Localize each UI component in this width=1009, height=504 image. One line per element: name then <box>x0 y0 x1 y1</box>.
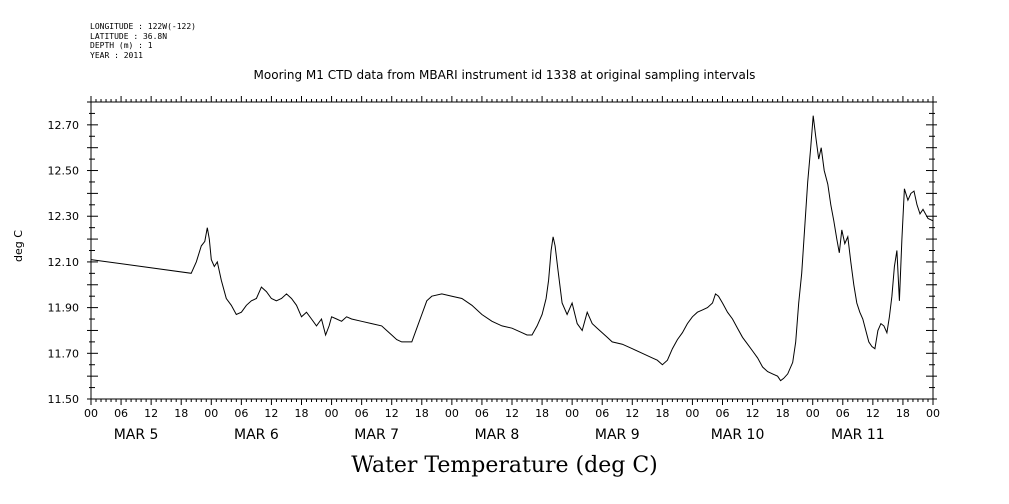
x-day-label: MAR 9 <box>595 427 640 443</box>
x-tick-label: 06 <box>595 407 609 420</box>
x-tick-label: 00 <box>565 407 579 420</box>
x-day-label: MAR 7 <box>354 427 399 443</box>
x-tick-label: 18 <box>295 407 309 420</box>
x-tick-label: 18 <box>415 407 429 420</box>
latitude-text: LATITUDE : 36.8N <box>90 31 168 41</box>
x-tick-label: 06 <box>234 407 248 420</box>
water-temperature-line <box>90 115 934 382</box>
x-day-label: MAR 11 <box>831 427 885 443</box>
y-tick-label: 11.90 <box>48 302 80 315</box>
chart-title: Mooring M1 CTD data from MBARI instrumen… <box>253 68 756 82</box>
x-tick-label: 00 <box>84 407 98 420</box>
x-day-label: MAR 10 <box>711 427 765 443</box>
x-tick-label: 18 <box>174 407 188 420</box>
x-tick-label: 00 <box>685 407 699 420</box>
x-tick-label: 00 <box>806 407 820 420</box>
x-tick-label: 06 <box>355 407 369 420</box>
y-tick-label: 12.70 <box>48 119 80 132</box>
x-tick-label: 06 <box>114 407 128 420</box>
x-tick-label: 12 <box>385 407 399 420</box>
x-tick-label: 06 <box>475 407 489 420</box>
y-tick-label: 12.30 <box>48 210 80 223</box>
axis-tick-labels: 00 06 12 18 00 06 12 18 00 06 12 18 00 06 12 18 00 06 12 18… <box>48 119 941 443</box>
y-tick-label: 12.50 <box>48 165 80 178</box>
x-tick-label: 06 <box>836 407 850 420</box>
x-tick-label: 12 <box>866 407 880 420</box>
x-tick-label: 18 <box>535 407 549 420</box>
x-tick-label: 00 <box>325 407 339 420</box>
x-day-label: MAR 6 <box>234 427 279 443</box>
x-tick-label: 12 <box>505 407 519 420</box>
depth-text: DEPTH (m) : 1 <box>90 41 153 50</box>
y-tick-label: 12.10 <box>48 256 80 269</box>
x-tick-label: 06 <box>716 407 730 420</box>
x-tick-label: 00 <box>204 407 218 420</box>
x-tick-label: 18 <box>776 407 790 420</box>
x-tick-label: 18 <box>655 407 669 420</box>
x-axis-label: Water Temperature (deg C) <box>351 453 658 478</box>
x-tick-label: 00 <box>445 407 459 420</box>
x-day-label: MAR 5 <box>114 427 159 443</box>
x-tick-label: 12 <box>264 407 278 420</box>
plot-frame <box>90 101 934 400</box>
x-tick-label: 12 <box>144 407 158 420</box>
metadata-block: LONGITUDE : 122W(-122) LATITUDE : 36.8N … <box>90 22 196 60</box>
longitude-text: LONGITUDE : 122W(-122) <box>90 22 196 31</box>
x-day-label: MAR 8 <box>475 427 520 443</box>
y-tick-label: 11.70 <box>48 347 80 360</box>
x-tick-label: 12 <box>625 407 639 420</box>
x-tick-label: 18 <box>896 407 910 420</box>
y-tick-label: 11.50 <box>48 393 80 406</box>
x-tick-label: 12 <box>746 407 760 420</box>
year-text: YEAR : 2011 <box>90 50 143 60</box>
axis-ticks <box>87 96 937 405</box>
x-tick-label: 00 <box>926 407 940 420</box>
